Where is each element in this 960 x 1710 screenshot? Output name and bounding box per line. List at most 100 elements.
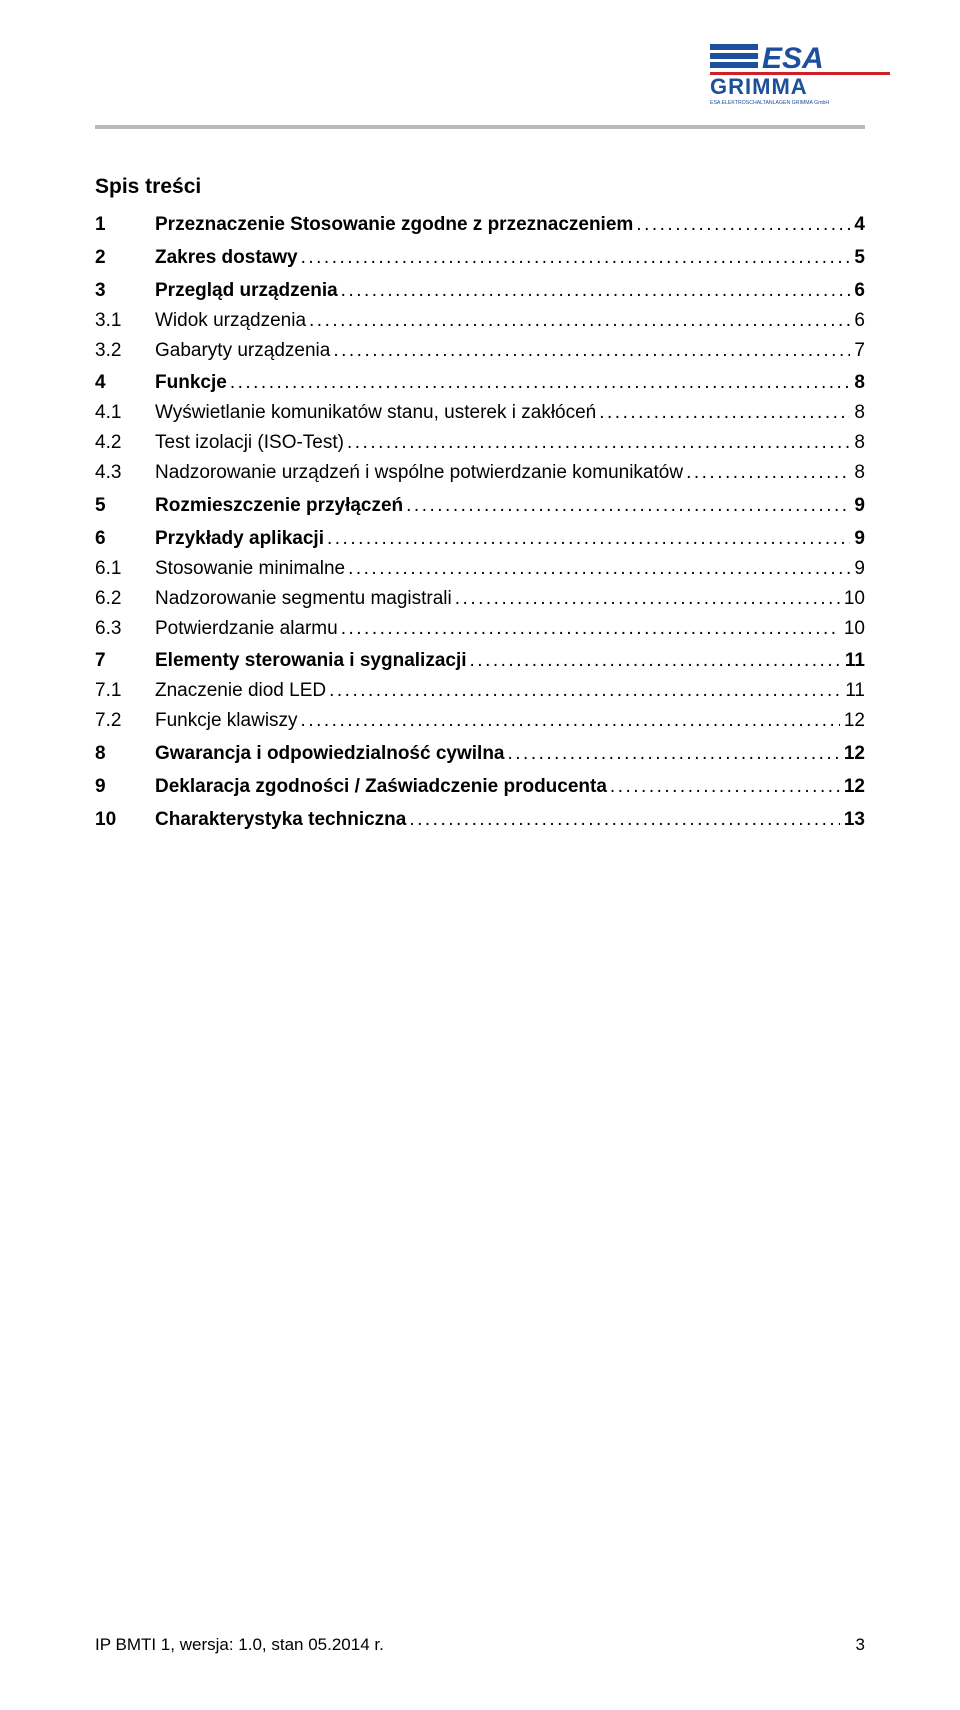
toc-entry-number: 6.1 [95, 559, 155, 580]
toc-entry[interactable]: 4Funkcje 8 [95, 373, 865, 394]
toc-entry[interactable]: 4.2Test izolacji (ISO-Test) 8 [95, 433, 865, 454]
toc-leader-dots [347, 433, 850, 454]
toc-leader-dots [508, 744, 840, 765]
toc-entry-number: 7 [95, 651, 155, 672]
toc-leader-dots [309, 311, 850, 332]
toc-leader-dots [348, 559, 850, 580]
toc-entry-page: 10 [840, 589, 865, 610]
toc-entry-page: 12 [840, 711, 865, 732]
toc-entry-page: 11 [841, 681, 865, 702]
toc-leader-dots [329, 681, 841, 702]
toc-leader-dots [610, 777, 840, 798]
toc-entry-label: Test izolacji (ISO-Test) [155, 433, 347, 454]
toc-entry-page: 12 [840, 777, 865, 798]
logo-bottom-text: GRIMMA [710, 74, 808, 99]
toc-leader-dots [301, 711, 840, 732]
toc-entry-number: 1 [95, 215, 155, 236]
brand-logo: ESA GRIMMA ESA ELEKTROSCHALTANLAGEN GRIM… [710, 38, 890, 108]
toc-leader-dots [455, 589, 840, 610]
toc-entry[interactable]: 10Charakterystyka techniczna13 [95, 810, 865, 831]
toc-leader-dots [341, 281, 851, 302]
toc-entry-page: 8 [850, 403, 865, 424]
toc-entry-page: 9 [850, 529, 865, 550]
toc-entry[interactable]: 8Gwarancja i odpowiedzialność cywilna 12 [95, 744, 865, 765]
footer-version-text: IP BMTI 1, wersja: 1.0, stan 05.2014 r. [95, 1635, 384, 1655]
toc-entry-label: Funkcje [155, 373, 230, 394]
toc-entry[interactable]: 6.2Nadzorowanie segmentu magistrali10 [95, 589, 865, 610]
toc-entry[interactable]: 2Zakres dostawy5 [95, 248, 865, 269]
toc-entry-page: 4 [850, 215, 865, 236]
toc-leader-dots [686, 463, 850, 484]
toc-entry[interactable]: 4.3Nadzorowanie urządzeń i wspólne potwi… [95, 463, 865, 484]
toc-entry[interactable]: 7.2Funkcje klawiszy 12 [95, 711, 865, 732]
toc-entry-label: Przykłady aplikacji [155, 529, 327, 550]
toc-entry-number: 4 [95, 373, 155, 394]
toc-entry-page: 8 [850, 433, 865, 454]
toc-entry-number: 9 [95, 777, 155, 798]
toc-entry[interactable]: 3.1Widok urządzenia 6 [95, 311, 865, 332]
toc-entry-number: 3.2 [95, 341, 155, 362]
toc-entry-label: Nadzorowanie urządzeń i wspólne potwierd… [155, 463, 686, 484]
toc-entry[interactable]: 9Deklaracja zgodności / Zaświadczenie pr… [95, 777, 865, 798]
toc-entry-label: Stosowanie minimalne [155, 559, 348, 580]
document-page: ESA GRIMMA ESA ELEKTROSCHALTANLAGEN GRIM… [0, 0, 960, 1710]
toc-leader-dots [333, 341, 850, 362]
toc-entry-label: Zakres dostawy [155, 248, 301, 269]
toc-leader-dots [301, 248, 851, 269]
toc-entry-page: 13 [840, 810, 865, 831]
page-title: Spis treści [95, 175, 865, 199]
toc-entry-page: 8 [850, 373, 865, 394]
toc-entry-label: Rozmieszczenie przyłączeń [155, 496, 406, 517]
toc-entry[interactable]: 4.1Wyświetlanie komunikatów stanu, uster… [95, 403, 865, 424]
toc-entry-page: 7 [850, 341, 865, 362]
toc-entry-number: 7.1 [95, 681, 155, 702]
toc-leader-dots [406, 496, 850, 517]
toc-entry[interactable]: 7Elementy sterowania i sygnalizacji 11 [95, 651, 865, 672]
toc-entry-page: 6 [850, 311, 865, 332]
toc-entry[interactable]: 5Rozmieszczenie przyłączeń 9 [95, 496, 865, 517]
toc-entry-label: Przeznaczenie Stosowanie zgodne z przezn… [155, 215, 636, 236]
toc-entry[interactable]: 6Przykłady aplikacji 9 [95, 529, 865, 550]
brand-logo-svg: ESA GRIMMA ESA ELEKTROSCHALTANLAGEN GRIM… [710, 38, 890, 108]
header-divider [95, 125, 865, 129]
toc-entry[interactable]: 6.3Potwierdzanie alarmu10 [95, 619, 865, 640]
toc-entry[interactable]: 3.2Gabaryty urządzenia7 [95, 341, 865, 362]
toc-leader-dots [470, 651, 841, 672]
toc-entry-page: 11 [841, 651, 865, 672]
toc-leader-dots [230, 373, 851, 394]
page-footer: IP BMTI 1, wersja: 1.0, stan 05.2014 r. … [95, 1635, 865, 1655]
toc-entry-number: 4.2 [95, 433, 155, 454]
toc-entry-number: 3.1 [95, 311, 155, 332]
toc-entry-page: 6 [850, 281, 865, 302]
footer-page-number: 3 [856, 1635, 865, 1655]
logo-subline: ESA ELEKTROSCHALTANLAGEN GRIMMA GmbH [710, 100, 829, 106]
toc-entry-number: 4.3 [95, 463, 155, 484]
toc-entry[interactable]: 3Przegląd urządzenia6 [95, 281, 865, 302]
toc-entry-number: 4.1 [95, 403, 155, 424]
toc-entry-label: Znaczenie diod LED [155, 681, 329, 702]
toc-entry-page: 8 [850, 463, 865, 484]
toc-entry-label: Nadzorowanie segmentu magistrali [155, 589, 455, 610]
toc-entry-number: 5 [95, 496, 155, 517]
toc-entry-label: Elementy sterowania i sygnalizacji [155, 651, 470, 672]
toc-entry-label: Przegląd urządzenia [155, 281, 341, 302]
toc-entry-page: 5 [850, 248, 865, 269]
toc-entry-page: 9 [850, 496, 865, 517]
toc-entry[interactable]: 1Przeznaczenie Stosowanie zgodne z przez… [95, 215, 865, 236]
toc-entry-label: Widok urządzenia [155, 311, 309, 332]
toc-entry-page: 9 [850, 559, 865, 580]
toc-leader-dots [341, 619, 840, 640]
toc-entry-label: Wyświetlanie komunikatów stanu, usterek … [155, 403, 599, 424]
toc-entry-page: 12 [840, 744, 865, 765]
toc-entry[interactable]: 6.1Stosowanie minimalne 9 [95, 559, 865, 580]
toc-entry-number: 6 [95, 529, 155, 550]
toc-entry[interactable]: 7.1Znaczenie diod LED 11 [95, 681, 865, 702]
toc-entry-label: Charakterystyka techniczna [155, 810, 409, 831]
toc-entry-number: 7.2 [95, 711, 155, 732]
toc-entry-page: 10 [840, 619, 865, 640]
toc-entry-label: Gwarancja i odpowiedzialność cywilna [155, 744, 508, 765]
table-of-contents: 1Przeznaczenie Stosowanie zgodne z przez… [95, 215, 865, 831]
toc-entry-number: 8 [95, 744, 155, 765]
toc-leader-dots [327, 529, 850, 550]
toc-entry-label: Funkcje klawiszy [155, 711, 301, 732]
